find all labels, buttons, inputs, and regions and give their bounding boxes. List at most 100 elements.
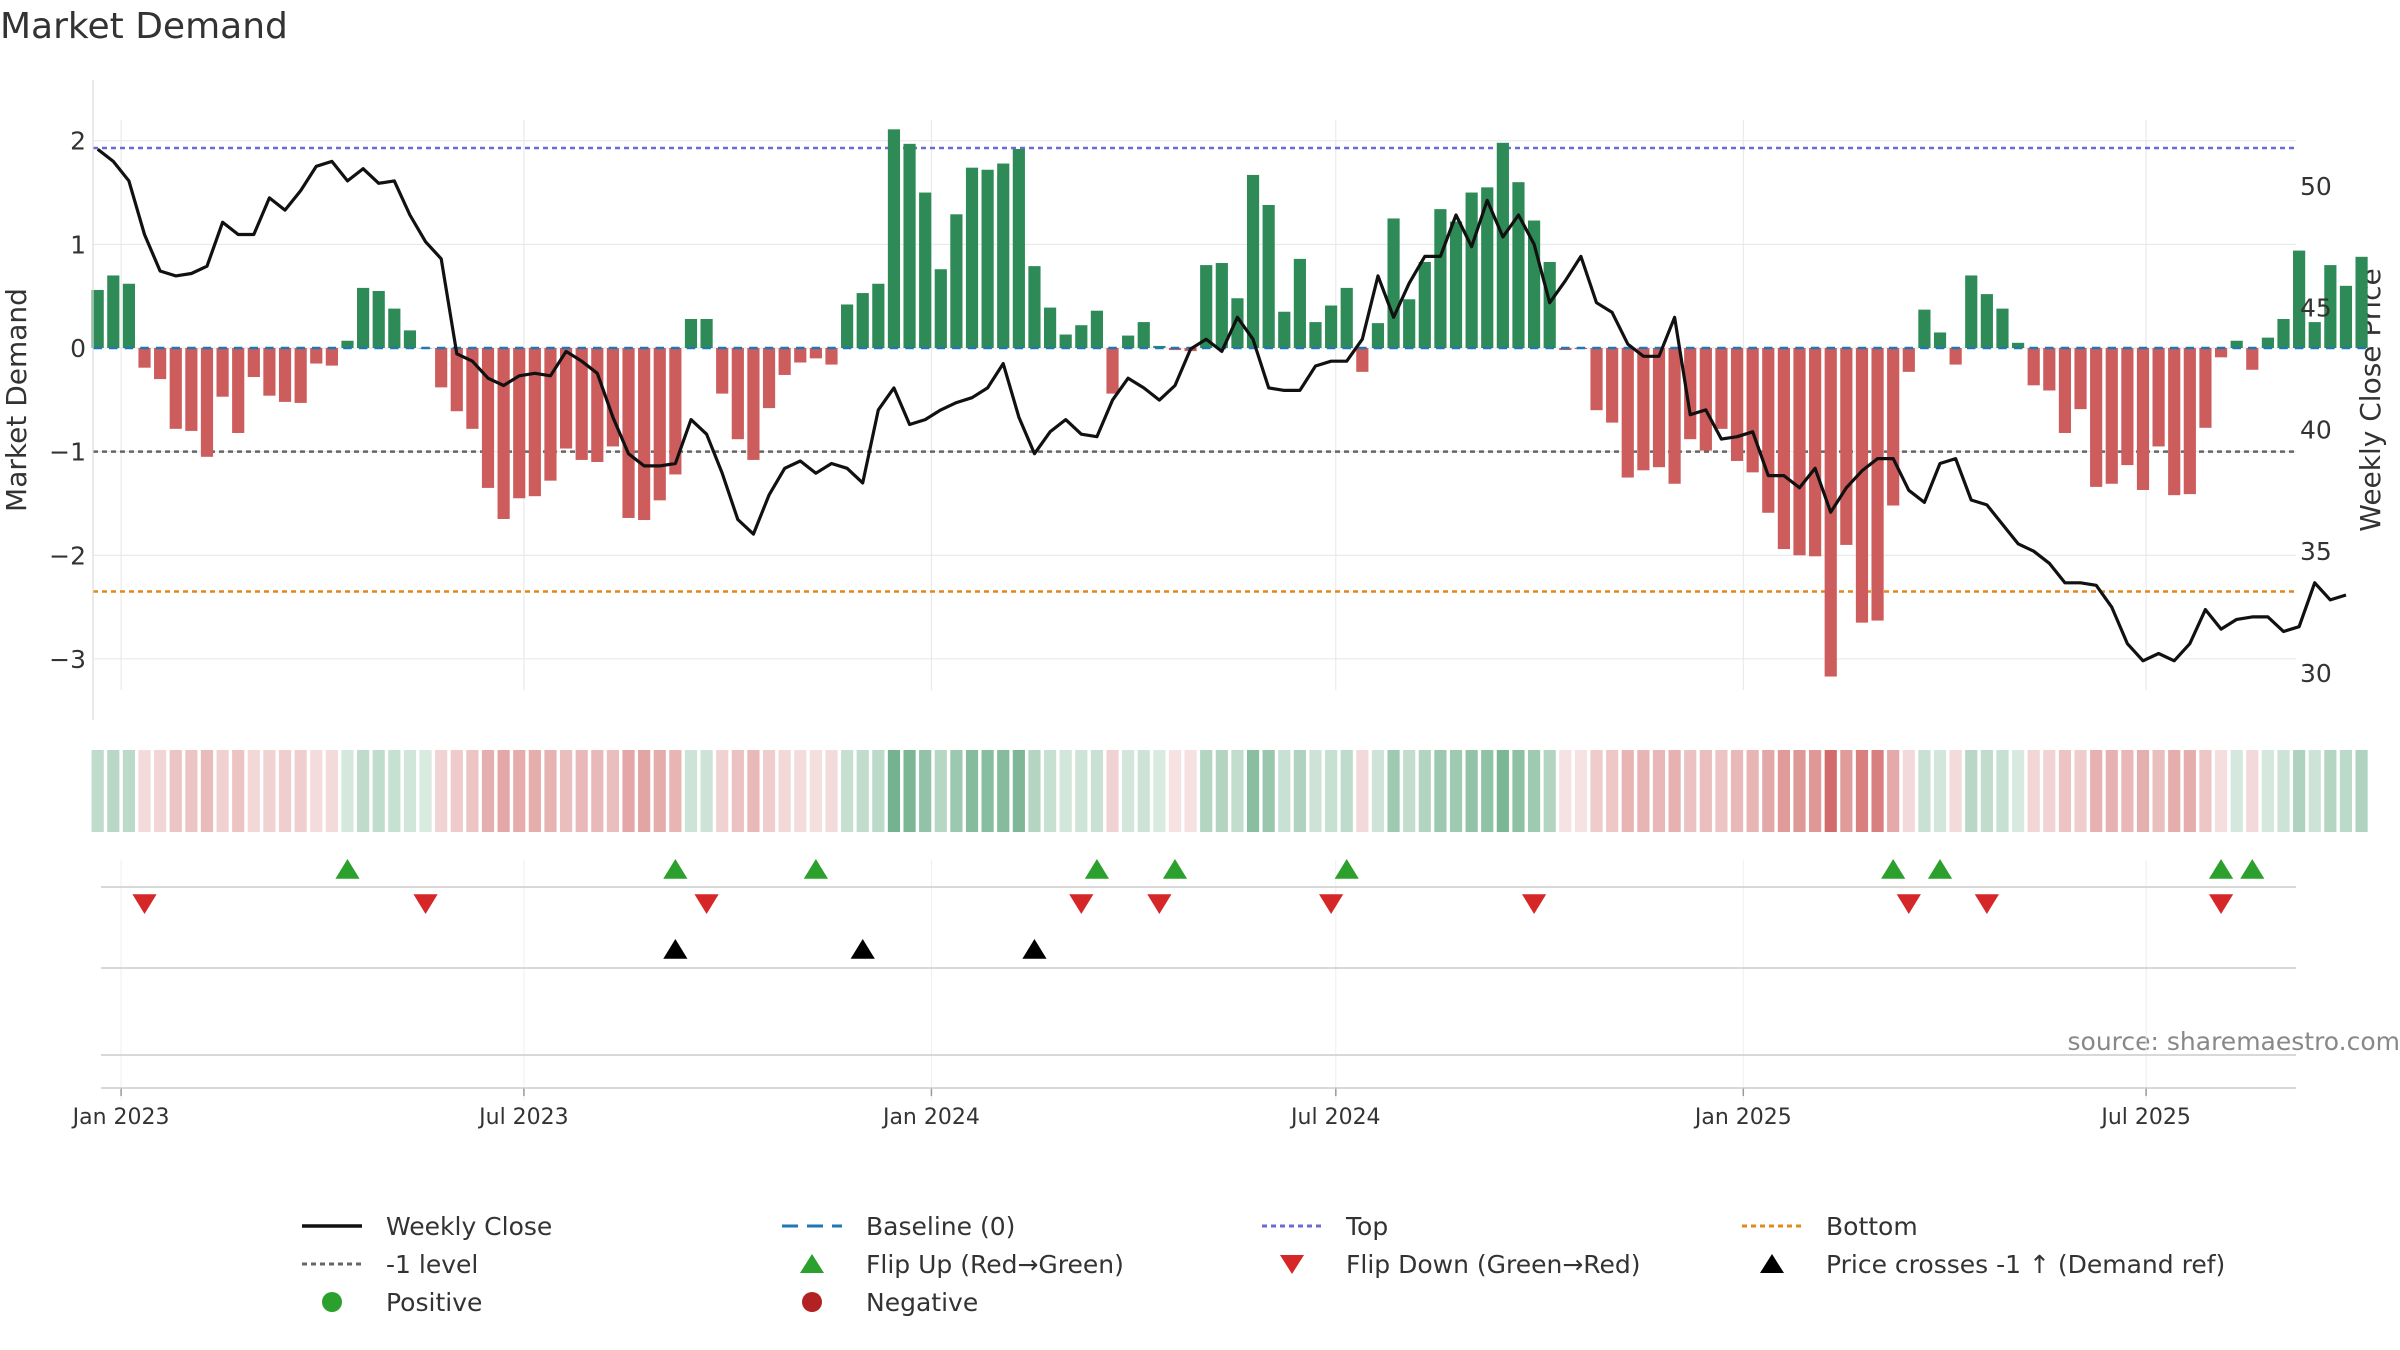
- heat-cell: [1403, 750, 1416, 832]
- legend-negative-label: Negative: [866, 1287, 979, 1317]
- heat-cell: [1340, 750, 1353, 832]
- chart-title: Market Demand: [0, 6, 288, 47]
- demand-bar: [1028, 266, 1041, 348]
- legend-minus-one: -1 level: [300, 1246, 478, 1282]
- demand-bar: [1949, 348, 1962, 365]
- demand-bar: [887, 129, 901, 348]
- demand-bar: [825, 348, 838, 365]
- demand-bar: [2214, 348, 2228, 358]
- demand-bar: [1496, 142, 1509, 348]
- heat-cell: [122, 750, 135, 832]
- demand-bar: [357, 287, 370, 348]
- demand-bar: [778, 348, 791, 375]
- demand-bar: [872, 283, 885, 348]
- heat-cell: [1949, 750, 1962, 832]
- demand-bar: [1231, 298, 1244, 348]
- heat-cell: [903, 750, 916, 832]
- demand-bar: [1637, 348, 1650, 471]
- price-cross-icon: [1760, 1254, 1784, 1273]
- demand-bar: [1449, 221, 1463, 348]
- legend-bottom: Bottom: [1740, 1208, 1918, 1244]
- demand-bar: [481, 348, 495, 488]
- demand-bar: [1371, 323, 1385, 348]
- flip-up-marker: [803, 859, 828, 879]
- flip-up-marker: [1084, 859, 1110, 879]
- heat-cell: [2090, 750, 2103, 832]
- flip-down-marker: [1319, 894, 1344, 914]
- demand-bar: [747, 348, 760, 460]
- heat-cell: [1481, 750, 1494, 832]
- heat-cell: [591, 750, 604, 832]
- demand-bar: [1809, 348, 1822, 557]
- reference-levels: [93, 146, 2296, 593]
- heat-cell: [2339, 750, 2353, 832]
- demand-bar: [544, 348, 557, 481]
- demand-bar: [1527, 220, 1541, 348]
- demand-bar: [325, 348, 338, 366]
- heat-cell: [544, 750, 557, 832]
- demand-bars: [91, 129, 2368, 677]
- heat-cell: [2136, 750, 2150, 832]
- demand-bar: [1122, 335, 1135, 348]
- demand-bar: [1668, 348, 1681, 484]
- flip-up-marker: [1162, 859, 1188, 879]
- demand-bar: [1902, 348, 1915, 372]
- demand-bar: [1871, 348, 1884, 621]
- demand-bar: [1918, 309, 1931, 348]
- heat-cell: [1215, 750, 1228, 832]
- heat-cell: [1684, 750, 1697, 832]
- heat-cell: [232, 750, 245, 832]
- demand-heat-strip: [91, 750, 2368, 832]
- positive-dot-icon: [322, 1292, 342, 1312]
- demand-bar: [1356, 348, 1369, 372]
- heat-cell: [2168, 750, 2181, 832]
- demand-bar: [1933, 332, 1947, 348]
- heat-cell: [2246, 750, 2259, 832]
- legend-positive: Positive: [300, 1284, 482, 1320]
- price-cross-marker: [1022, 939, 1047, 959]
- demand-bar: [1215, 263, 1228, 348]
- demand-bar: [638, 348, 651, 521]
- demand-bar: [2324, 265, 2337, 348]
- left-tick-label: −2: [49, 541, 86, 570]
- heat-cell: [2011, 750, 2025, 832]
- demand-bar: [1543, 261, 1556, 348]
- demand-bar: [247, 348, 260, 378]
- demand-bar: [435, 348, 448, 388]
- heat-cell: [2199, 750, 2212, 832]
- demand-bar: [1340, 287, 1353, 348]
- heat-cell: [1902, 750, 1915, 832]
- x-tick-label: Jul 2025: [2099, 1105, 2191, 1130]
- flip-down-marker: [694, 894, 719, 914]
- demand-bar: [1059, 334, 1072, 348]
- x-tick-label: Jan 2024: [881, 1105, 980, 1130]
- left-tick-label: −3: [49, 645, 86, 674]
- demand-bar: [794, 348, 807, 363]
- heat-cell: [403, 750, 417, 832]
- heat-cell: [1043, 750, 1057, 832]
- demand-bar: [1512, 182, 1525, 348]
- weekly-close-polyline: [96, 147, 2347, 663]
- heat-cell: [731, 750, 744, 832]
- price-cross-marker: [850, 939, 875, 959]
- demand-bar: [1075, 325, 1088, 348]
- heat-cell: [997, 750, 1010, 832]
- heat-cell: [2183, 750, 2196, 832]
- heat-cell: [2074, 750, 2087, 832]
- heat-cell: [1231, 750, 1244, 832]
- legend-bottom-swatch: [1742, 1224, 1802, 1228]
- demand-bar: [559, 348, 573, 449]
- heat-cell: [638, 750, 651, 832]
- heat-cell: [263, 750, 276, 832]
- demand-bar: [591, 348, 604, 462]
- demand-bar: [107, 275, 120, 348]
- flip-up-marker: [663, 859, 688, 879]
- heat-cell: [1887, 750, 1900, 832]
- legend-baseline-swatch: [782, 1224, 842, 1228]
- demand-bar: [263, 348, 276, 396]
- legend-top-label: Top: [1346, 1211, 1389, 1241]
- demand-bar: [2168, 348, 2181, 496]
- heat-cell: [107, 750, 120, 832]
- heat-cell: [200, 750, 214, 832]
- left-tick-label: −1: [49, 438, 86, 467]
